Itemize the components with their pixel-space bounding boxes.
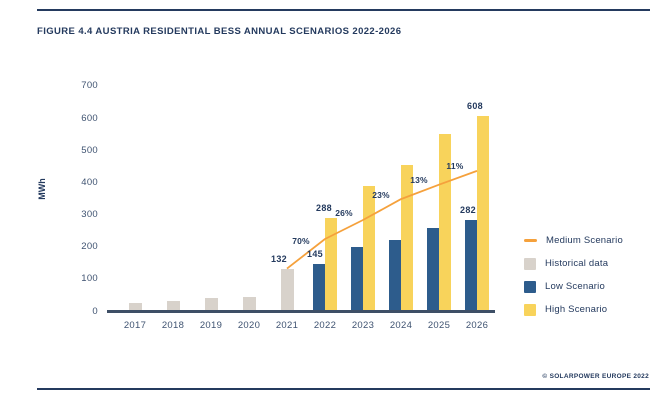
figure-title: FIGURE 4.4 AUSTRIA RESIDENTIAL BESS ANNU… [37,26,402,37]
legend-square-swatch [524,303,536,316]
value-label-288: 288 [316,203,332,214]
x-axis-tick-2017: 2017 [123,320,147,331]
x-axis-tick-2022: 2022 [313,320,337,331]
growth-label-13pct: 13% [410,175,428,186]
bar-low-2023 [351,246,363,312]
legend-item-low-scenario: Low Scenario [524,275,623,298]
value-label-132: 132 [271,253,287,264]
y-axis-tick-0: 0 [92,305,98,317]
x-axis-tick-2025: 2025 [427,320,451,331]
x-axis-tick-2019: 2019 [199,320,223,331]
growth-label-11pct: 11% [446,161,464,172]
legend-label: Low Scenario [545,281,605,292]
legend-item-medium-scenario: Medium Scenario [524,229,623,252]
value-label-282: 282 [460,205,476,216]
bar-high-2024 [401,164,413,312]
bar-historical-2021 [280,268,294,312]
copyright-credit: © SOLARPOWER EUROPE 2022 [542,373,649,380]
bar-high-2023 [363,185,375,312]
x-axis-tick-2023: 2023 [351,320,375,331]
x-axis-tick-2024: 2024 [389,320,413,331]
y-axis-tick-100: 100 [81,273,98,285]
legend-label: High Scenario [545,304,608,315]
growth-label-23pct: 23% [372,190,390,201]
bar-historical-2018 [166,301,180,312]
legend: Medium Scenario Historical data Low Scenar… [524,229,623,321]
legend-label: Medium Scenario [546,235,623,246]
legend-square-swatch [524,280,536,293]
x-axis-tick-2021: 2021 [275,320,299,331]
growth-label-26pct: 26% [335,208,353,219]
bar-historical-2019 [204,298,218,312]
y-axis-tick-600: 600 [81,112,98,124]
x-axis-line [107,310,495,313]
bar-high-2026 [477,115,489,312]
value-label-145: 145 [307,249,323,260]
bar-low-2022 [313,264,325,312]
bar-low-2026 [465,220,477,312]
bar-low-2025 [427,228,439,312]
legend-item-historical-data: Historical data [524,252,623,275]
bar-historical-2017 [128,302,142,312]
y-axis-tick-200: 200 [81,241,98,253]
x-axis-tick-2026: 2026 [465,320,489,331]
y-axis-tick-500: 500 [81,144,98,156]
growth-label-70pct: 70% [292,236,310,247]
y-axis-tick-400: 400 [81,176,98,188]
x-axis-tick-2020: 2020 [237,320,261,331]
legend-item-high-scenario: High Scenario [524,298,623,321]
bottom-rule [37,388,650,390]
top-rule [37,9,650,11]
legend-label: Historical data [545,258,609,269]
x-axis-tick-2018: 2018 [161,320,185,331]
legend-line-swatch [524,239,537,242]
bar-historical-2020 [242,297,256,312]
value-label-608: 608 [467,100,483,111]
legend-square-swatch [524,257,536,270]
y-axis-tick-700: 700 [81,80,98,92]
y-axis-tick-300: 300 [81,209,98,221]
bar-high-2022 [325,218,337,312]
bar-low-2024 [389,240,401,312]
